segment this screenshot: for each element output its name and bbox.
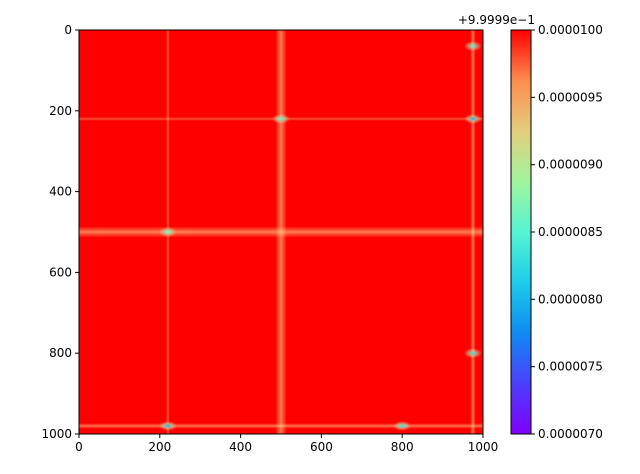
y-tick-label: 1000 bbox=[41, 427, 72, 441]
x-tick-label: 800 bbox=[391, 440, 414, 454]
colorbar: 0.0000070 0.0000075 0.0000080 0.0000085 0.00… bbox=[458, 13, 603, 441]
heatmap-hot-spot bbox=[158, 420, 177, 431]
heatmap-hot-spot bbox=[272, 113, 290, 124]
colorbar-tick-label: 0.0000080 bbox=[538, 292, 603, 306]
colorbar-tick-label: 0.0000070 bbox=[538, 427, 603, 441]
x-tick-label: 200 bbox=[148, 440, 171, 454]
y-tick-label: 600 bbox=[49, 265, 72, 279]
plot-frame bbox=[78, 29, 484, 435]
plot-area bbox=[78, 29, 484, 435]
y-tick-label: 200 bbox=[49, 104, 72, 118]
heatmap-hot-spot bbox=[158, 227, 177, 237]
colorbar-offset-label: +9.9999e−1 bbox=[458, 13, 535, 27]
heatmap-hot-spot bbox=[463, 113, 482, 124]
x-tick-label: 0 bbox=[75, 440, 83, 454]
colorbar-ticks: 0.0000070 0.0000075 0.0000080 0.0000085 0.00… bbox=[531, 23, 603, 441]
x-tick-label: 400 bbox=[229, 440, 252, 454]
x-tick-label: 1000 bbox=[468, 440, 499, 454]
x-tick-label: 600 bbox=[310, 440, 333, 454]
heatmap-band-horizontal bbox=[79, 423, 483, 429]
x-axis: 0 200 400 600 800 1000 bbox=[75, 434, 498, 454]
colorbar-tick-label: 0.0000090 bbox=[538, 158, 603, 172]
colorbar-strip bbox=[511, 30, 531, 434]
y-tick-label: 800 bbox=[49, 346, 72, 360]
y-axis: 0 200 400 600 800 1000 bbox=[41, 23, 79, 441]
colorbar-tick-label: 0.0000075 bbox=[538, 360, 603, 374]
y-tick-label: 0 bbox=[64, 23, 72, 37]
heatmap-hot-spot bbox=[463, 41, 482, 52]
heatmap-hot-spot bbox=[393, 420, 412, 431]
heatmap-hot-spots bbox=[158, 41, 482, 431]
colorbar-tick-label: 0.0000095 bbox=[538, 90, 603, 104]
heatmap-hot-spot bbox=[463, 348, 482, 359]
colorbar-tick-label: 0.0000085 bbox=[538, 225, 603, 239]
heatmap-band-horizontal bbox=[79, 226, 483, 238]
y-tick-label: 400 bbox=[49, 185, 72, 199]
colorbar-tick-label: 0.0000100 bbox=[538, 23, 603, 37]
